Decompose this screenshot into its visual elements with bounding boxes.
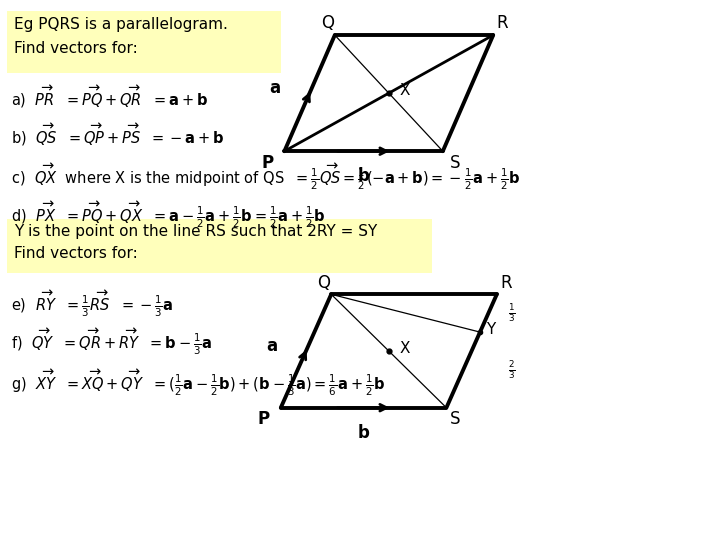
Text: P: P <box>261 154 274 172</box>
Text: f)  $\overrightarrow{QY}$  $= \overrightarrow{QR}+\overrightarrow{RY}$  $= \math: f) $\overrightarrow{QY}$ $= \overrightar… <box>11 327 212 357</box>
Text: a: a <box>266 336 277 355</box>
Text: Eg PQRS is a parallelogram.: Eg PQRS is a parallelogram. <box>14 17 228 32</box>
Text: $\frac{1}{3}$: $\frac{1}{3}$ <box>508 302 516 324</box>
Text: b: b <box>358 424 369 442</box>
Text: X: X <box>400 83 410 98</box>
Text: g)  $\overrightarrow{XY}$  $= \overrightarrow{XQ}+\overrightarrow{QY}$  $= (\fra: g) $\overrightarrow{XY}$ $= \overrightar… <box>11 367 385 397</box>
Text: X: X <box>400 341 410 356</box>
Text: Y is the point on the line RS such that 2RY = SY: Y is the point on the line RS such that … <box>14 224 378 239</box>
Text: Q: Q <box>321 15 334 32</box>
Text: Q: Q <box>318 274 330 292</box>
Bar <box>7 219 432 273</box>
Text: a)  $\overrightarrow{PR}$  $= \overrightarrow{PQ} + \overrightarrow{QR}$  $= \ma: a) $\overrightarrow{PR}$ $= \overrightar… <box>11 84 208 110</box>
Text: b)  $\overrightarrow{QS}$  $= \overrightarrow{QP} + \overrightarrow{PS}$  $= -\m: b) $\overrightarrow{QS}$ $= \overrightar… <box>11 122 225 147</box>
Text: Find vectors for:: Find vectors for: <box>14 246 138 261</box>
Text: Find vectors for:: Find vectors for: <box>14 40 138 56</box>
Text: R: R <box>500 274 512 292</box>
Text: d)  $\overrightarrow{PX}$  $= \overrightarrow{PQ}+\overrightarrow{QX}$  $= \math: d) $\overrightarrow{PX}$ $= \overrightar… <box>11 200 325 230</box>
Text: S: S <box>450 410 461 428</box>
Text: S: S <box>450 154 461 172</box>
Text: $\frac{2}{3}$: $\frac{2}{3}$ <box>508 359 516 381</box>
Bar <box>7 11 281 73</box>
Text: e)  $\overrightarrow{RY}$  $= \frac{1}{3}\overrightarrow{RS}$  $= -\frac{1}{3}\m: e) $\overrightarrow{RY}$ $= \frac{1}{3}\… <box>11 289 174 319</box>
Text: Y: Y <box>486 322 495 337</box>
Text: R: R <box>497 15 508 32</box>
Text: c)  $\overrightarrow{QX}$  where X is the midpoint of QS  $= \frac{1}{2}\overrig: c) $\overrightarrow{QX}$ where X is the … <box>11 162 520 192</box>
Text: b: b <box>358 167 369 185</box>
Text: P: P <box>258 410 270 428</box>
Text: a: a <box>270 79 281 97</box>
